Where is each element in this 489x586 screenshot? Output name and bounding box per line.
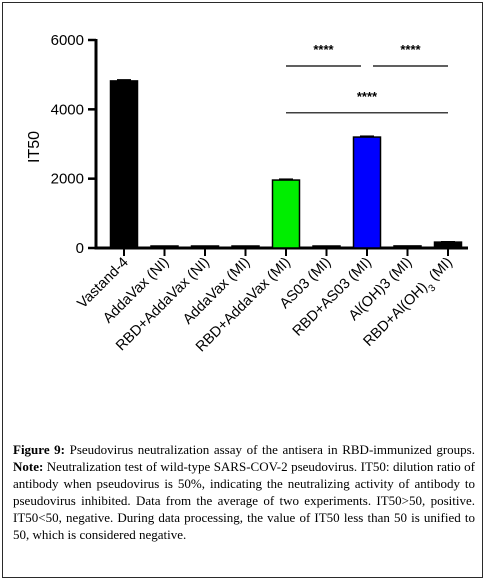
- bar: [352, 136, 382, 249]
- figure-caption: Figure 9: Pseudovirus neutralization ass…: [13, 441, 475, 543]
- bar: [150, 245, 179, 249]
- chart-bars: [109, 79, 463, 249]
- y-tick-label: 0: [76, 240, 84, 257]
- y-tick-label: 2000: [51, 171, 84, 188]
- significance-label: ****: [357, 89, 378, 104]
- figure-label: Figure 9:: [13, 442, 66, 457]
- y-axis-label: IT50: [26, 131, 43, 163]
- bar: [433, 241, 463, 249]
- caption-body: Neutralization test of wild-type SARS-CO…: [13, 459, 475, 542]
- caption-title: Pseudovirus neutralization assay of the …: [65, 442, 475, 457]
- significance-annotations: **** **** ****: [286, 42, 448, 114]
- bar: [109, 80, 139, 249]
- y-tick-label: 6000: [51, 32, 84, 49]
- y-tick-label: 4000: [51, 101, 84, 118]
- bar: [393, 245, 422, 249]
- figure-frame: 0 2000 4000 6000 **** **** **** Vastand-4 Adda…: [2, 2, 483, 578]
- bar: [190, 245, 220, 249]
- note-label: Note:: [13, 459, 44, 474]
- bar: [271, 179, 301, 249]
- bar-chart: 0 2000 4000 6000 **** **** **** Vastand-4Adda…: [26, 32, 468, 356]
- significance-label: ****: [313, 42, 334, 57]
- bar: [231, 245, 260, 249]
- bar: [312, 245, 341, 249]
- significance-label: ****: [400, 42, 421, 57]
